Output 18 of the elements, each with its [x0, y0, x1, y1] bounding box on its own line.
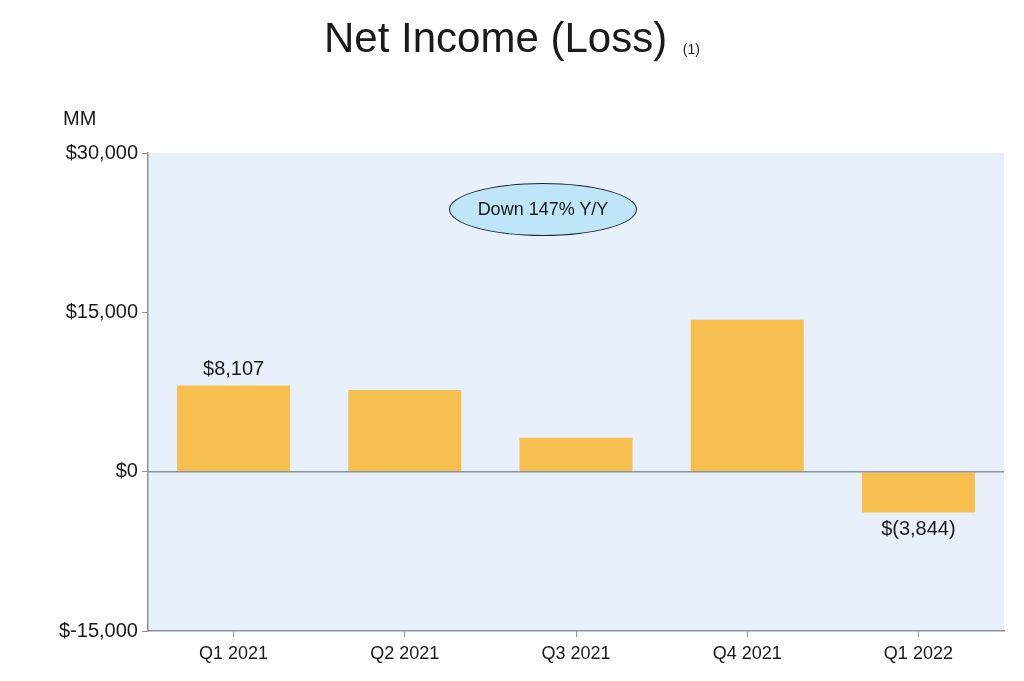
data-label: $8,107 — [203, 357, 265, 380]
x-tick-label: Q2 2021 — [370, 642, 440, 663]
bar — [177, 385, 291, 472]
annotation: Down 147% Y/Y — [477, 199, 609, 220]
y-tick-label: $-15,000 — [59, 618, 138, 641]
y-tick-label: $15,000 — [65, 299, 138, 322]
x-tick-label: Q3 2021 — [541, 642, 611, 663]
y-tick-label: $0 — [115, 459, 138, 482]
data-label: $(3,844) — [881, 517, 956, 540]
bar — [690, 319, 804, 472]
bar — [861, 472, 975, 513]
bar — [348, 389, 462, 472]
x-tick-label: Q4 2021 — [712, 642, 782, 663]
y-axis-title: MM — [63, 106, 97, 130]
x-tick-label: Q1 2022 — [883, 642, 953, 663]
x-tick-label: Q1 2021 — [199, 642, 269, 663]
y-tick-label: $30,000 — [65, 140, 138, 163]
bar — [519, 437, 633, 472]
